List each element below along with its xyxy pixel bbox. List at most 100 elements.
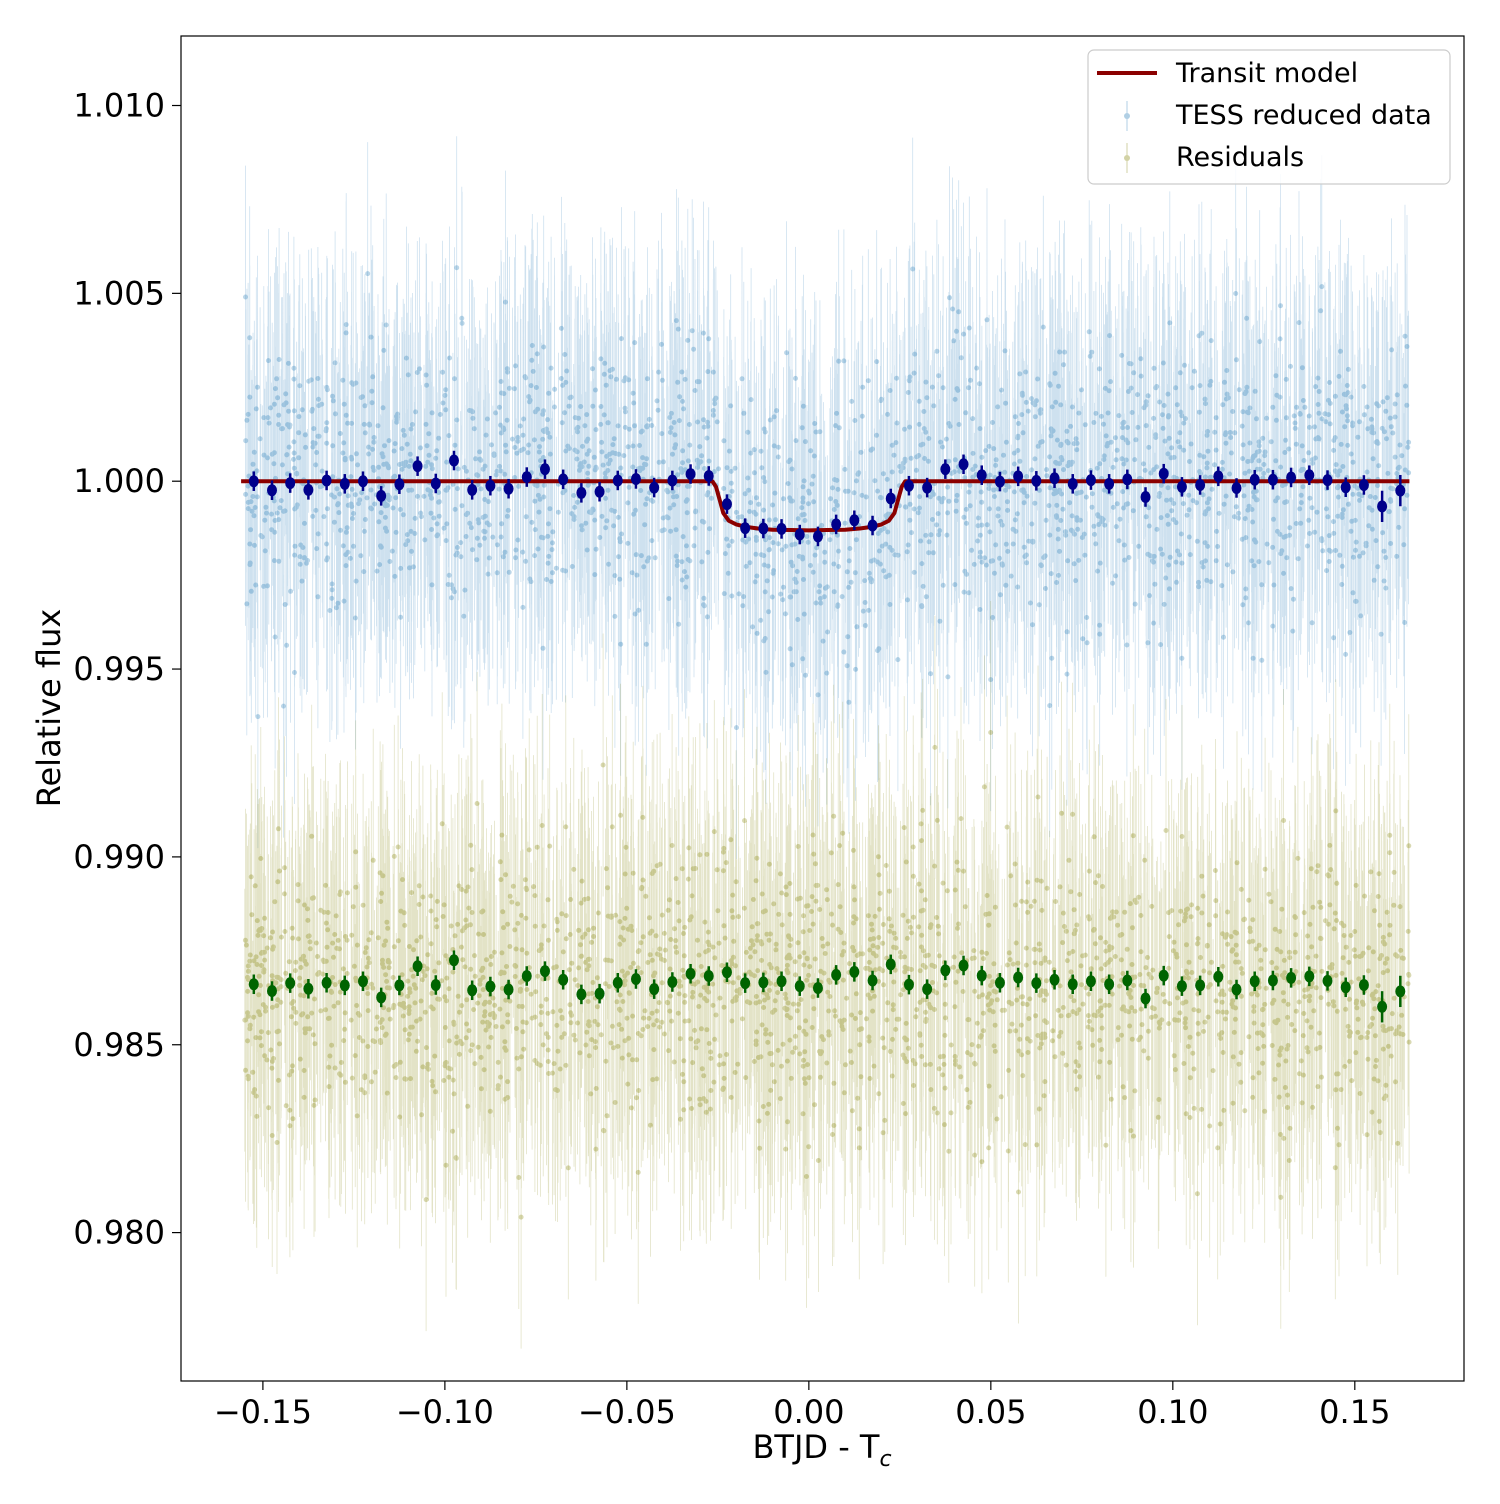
tess-binned-point: [1395, 484, 1406, 497]
tess-binned-point: [812, 530, 823, 543]
tess-binned-point: [849, 514, 860, 527]
residual-binned-point: [285, 977, 296, 990]
residual-binned-point: [885, 958, 896, 971]
tess-binned-point: [776, 522, 787, 535]
tess-binned-point: [1249, 473, 1260, 486]
tess-binned-point: [1286, 471, 1297, 484]
residual-binned-point: [1067, 978, 1078, 991]
tess-binned-point: [558, 473, 569, 486]
tess-binned-point: [594, 485, 605, 498]
y-tick-label: 1.010: [73, 87, 165, 125]
binned-data-layer: [248, 450, 1406, 1023]
tess-binned-point: [1085, 474, 1096, 487]
raw-data-layer: [242, 136, 1412, 1349]
x-tick-label: 0.10: [1137, 1393, 1208, 1431]
tess-binned-point: [1122, 473, 1133, 486]
tess-binned-point: [903, 479, 914, 492]
y-tick-label: 0.990: [73, 838, 165, 876]
residual-binned-point: [594, 987, 605, 1000]
tess-binned-point: [612, 474, 623, 487]
tess-binned-point: [1158, 467, 1169, 480]
model-layer: [241, 479, 1410, 533]
x-axis-label-main: BTJD - T: [752, 1428, 879, 1466]
residual-binned-point: [740, 977, 751, 990]
residual-binned-point: [1249, 975, 1260, 988]
legend: Transit model TESS reduced data Residual…: [1087, 49, 1451, 185]
tess-binned-point: [576, 486, 587, 499]
residual-binned-point: [922, 983, 933, 996]
residual-binned-point: [1176, 980, 1187, 993]
x-tick-label: 0.00: [773, 1393, 844, 1431]
tess-binned-point: [976, 469, 987, 482]
tess-binned-point: [667, 474, 678, 487]
tess-binned-point: [503, 482, 514, 495]
residual-binned-point: [412, 960, 423, 973]
y-tick-label: 0.995: [73, 650, 165, 688]
residual-binned-point: [685, 967, 696, 980]
tess-binned-point: [266, 484, 277, 497]
residuals-errorbars: [244, 601, 1410, 1349]
residual-binned-point: [448, 954, 459, 967]
tess-binned-point: [357, 475, 368, 488]
tess-binned-point: [1340, 481, 1351, 494]
residual-binned-point: [667, 976, 678, 989]
residual-binned-point: [467, 984, 478, 997]
residual-binned-point: [1013, 971, 1024, 984]
residual-binned-point: [394, 979, 405, 992]
residual-binned-point: [1085, 975, 1096, 988]
legend-label-residuals: Residuals: [1176, 142, 1304, 173]
residual-binned-point: [812, 982, 823, 995]
legend-box: [1087, 49, 1451, 185]
tess-binned-point: [376, 489, 387, 502]
plot-frame: [180, 35, 1465, 1382]
x-tick-label: −0.05: [578, 1393, 676, 1431]
tess-binned-point: [1195, 478, 1206, 491]
residual-binned-point: [758, 976, 769, 989]
tess-binned-point: [958, 458, 969, 471]
y-axis-label: Relative flux: [30, 609, 68, 808]
tess-binned-point: [1377, 500, 1388, 513]
tess-binned-point: [1104, 477, 1115, 490]
residual-binned-point: [339, 979, 350, 992]
residual-binned-point: [1049, 973, 1060, 986]
transit-model-line: [241, 479, 1410, 533]
residual-binned-point: [1377, 1000, 1388, 1013]
x-tick-label: −0.10: [396, 1393, 494, 1431]
residual-binned-point: [831, 968, 842, 981]
residual-binned-point: [1304, 970, 1315, 983]
tess-binned-point: [394, 478, 405, 491]
residual-binned-point: [303, 982, 314, 995]
tess-binned-point: [430, 477, 441, 490]
tess-binned-point: [1140, 490, 1151, 503]
tess-binned-point: [1067, 477, 1078, 490]
tess-binned-point: [1267, 473, 1278, 486]
residual-binned-point: [576, 988, 587, 1001]
residual-binned-point: [1286, 971, 1297, 984]
tess-binned-point: [1304, 469, 1315, 482]
tess-binned-point: [703, 469, 714, 482]
tess-binned-point: [1322, 474, 1333, 487]
residual-binned-point: [539, 965, 550, 978]
tess-binned-point: [867, 519, 878, 532]
tess-binned-point: [285, 477, 296, 490]
residual-binned-point: [1213, 970, 1224, 983]
tess-binned-point: [922, 481, 933, 494]
residual-binned-point: [1104, 978, 1115, 991]
tess-binned-point: [467, 483, 478, 496]
y-tick-label: 0.985: [73, 1026, 165, 1064]
x-tick-label: 0.05: [955, 1393, 1026, 1431]
residual-binned-point: [1322, 974, 1333, 987]
tess-binned-point: [794, 528, 805, 541]
residual-binned-point: [976, 969, 987, 982]
tess-binned-point: [539, 463, 550, 476]
tess-binned-point: [1213, 470, 1224, 483]
tess-binned-point: [448, 454, 459, 467]
tess-binned-point: [831, 518, 842, 531]
residual-binned-point: [1140, 992, 1151, 1005]
legend-label-tess-data: TESS reduced data: [1175, 100, 1432, 131]
residual-binned-point: [776, 975, 787, 988]
y-axis: 0.980 0.985 0.990 0.995 1.000 1.005 1.010: [73, 87, 181, 1252]
residual-binned-point: [794, 980, 805, 993]
residual-binned-point: [1395, 985, 1406, 998]
